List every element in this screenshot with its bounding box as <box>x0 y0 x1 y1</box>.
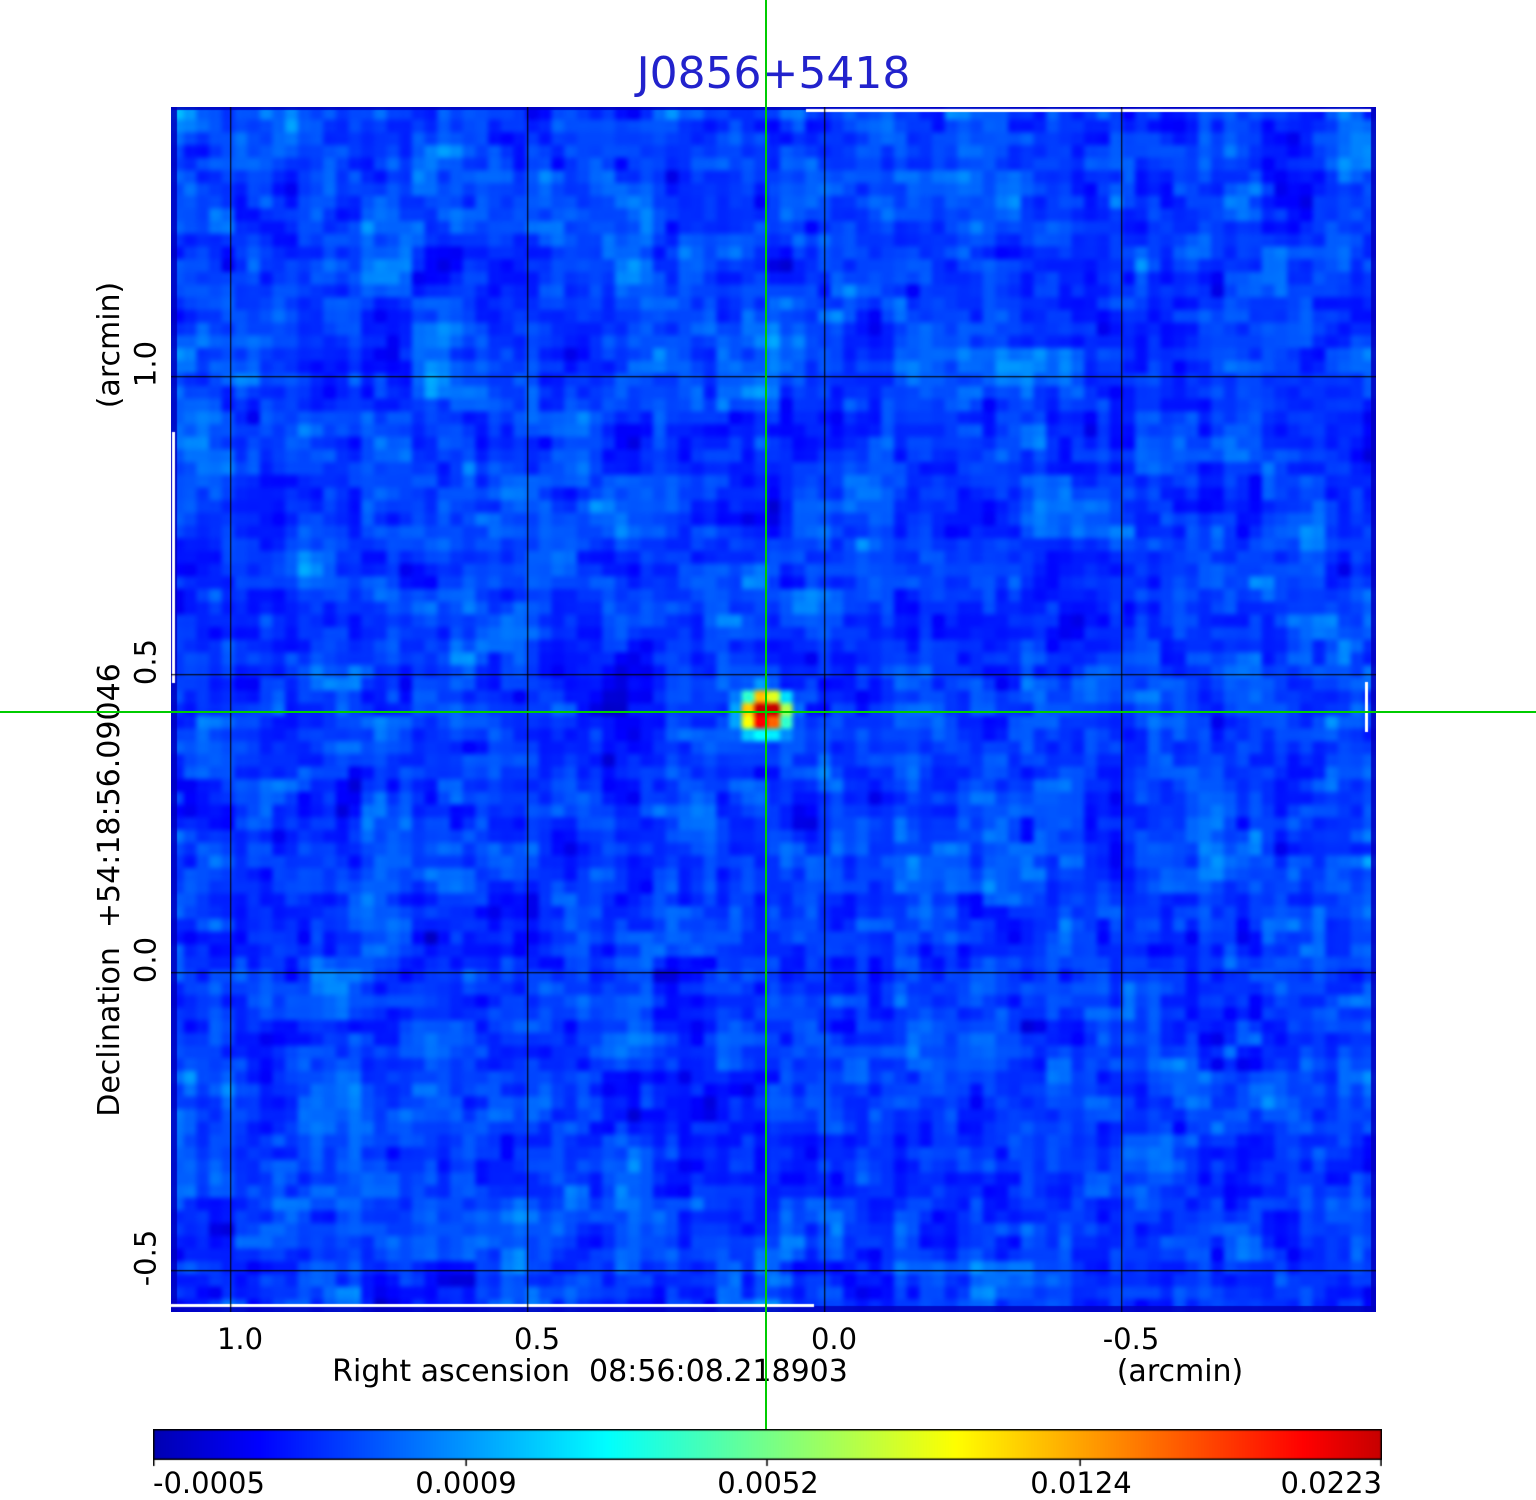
figure-title: J0856+5418 <box>636 48 911 99</box>
x-tick-label-2: 0.0 <box>810 1322 858 1356</box>
crosshair-vertical-line <box>765 0 767 1429</box>
y-axis-title: Declination +54:18:56.09046 <box>92 663 127 1117</box>
crosshair-horizontal-line <box>0 711 1536 713</box>
y-tick-label-0: 1.0 <box>128 340 163 388</box>
x-tick-label-3: -0.5 <box>1102 1322 1160 1356</box>
colorbar-label-1: 0.0009 <box>415 1466 517 1500</box>
y-tick-label-1: 0.5 <box>128 638 163 686</box>
sky-map-canvas <box>171 107 1376 1312</box>
y-axis-unit-label: (arcmin) <box>92 281 127 409</box>
colorbar-canvas <box>153 1429 1382 1467</box>
colorbar-label-2: 0.0052 <box>717 1466 819 1500</box>
x-axis-unit-label: (arcmin) <box>1116 1354 1244 1389</box>
x-tick-label-0: 1.0 <box>216 1322 264 1356</box>
colorbar-label-4: 0.0223 <box>1280 1466 1382 1500</box>
colorbar-label-0: -0.0005 <box>153 1466 265 1500</box>
x-axis-title: Right ascension 08:56:08.218903 <box>332 1354 848 1389</box>
y-tick-label-2: 0.0 <box>128 936 163 984</box>
y-tick-label-3: -0.5 <box>128 1229 163 1287</box>
x-tick-label-1: 0.5 <box>513 1322 561 1356</box>
colorbar-label-3: 0.0124 <box>1030 1466 1132 1500</box>
